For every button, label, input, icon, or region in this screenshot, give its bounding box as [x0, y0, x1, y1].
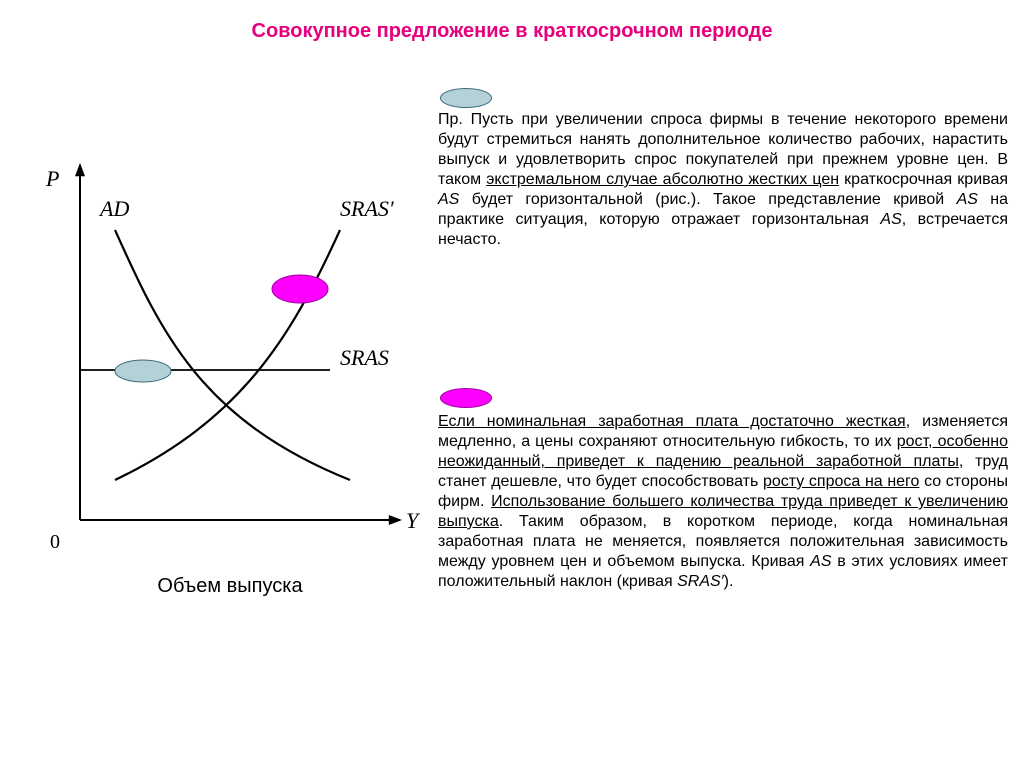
p2-as: AS — [810, 553, 831, 570]
svg-text:0: 0 — [50, 531, 60, 553]
svg-text:P: P — [45, 166, 59, 191]
slide-title: Совокупное предложение в краткосрочном п… — [0, 20, 1024, 43]
x-axis-caption: Объем выпуска — [100, 575, 360, 598]
svg-text:AD: AD — [98, 196, 129, 221]
bullet-icon-2 — [440, 388, 492, 408]
p1-as2: AS — [957, 191, 978, 208]
paragraph-1: Пр. Пусть при увеличении спроса фирмы в … — [438, 110, 1008, 250]
svg-text:SRAS′: SRAS′ — [340, 196, 395, 221]
svg-text:Y: Y — [406, 508, 420, 533]
paragraph-2: Если номинальная заработная плата достат… — [438, 412, 1008, 592]
p2-u1: Если номинальная заработная плата достат… — [438, 413, 906, 430]
bullet-icon-1 — [440, 88, 492, 108]
svg-text:SRAS: SRAS — [340, 345, 389, 370]
p1-as3: AS — [880, 211, 901, 228]
p2-sras: SRAS′ — [677, 573, 724, 590]
p1-u1: экстремальном случае абсолютно жестких ц… — [486, 171, 839, 188]
p1-m2: будет горизонтальной (рис.). Такое предс… — [459, 191, 956, 208]
sras-chart: P 0 Y AD SRAS′ SRAS — [20, 160, 420, 570]
slide: Совокупное предложение в краткосрочном п… — [0, 0, 1024, 768]
chart-svg: P 0 Y AD SRAS′ SRAS — [20, 160, 420, 570]
p2-u3: росту спроса на него — [763, 473, 919, 490]
p1-as1: AS — [438, 191, 459, 208]
p2-t6: ). — [724, 573, 734, 590]
p1-m1: краткосрочная кривая — [839, 171, 1008, 188]
